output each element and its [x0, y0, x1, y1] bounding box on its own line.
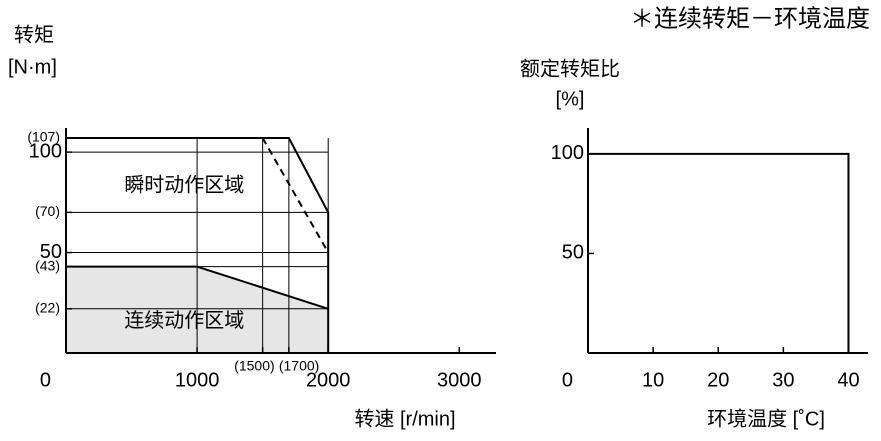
x-tick-label: 3000 [437, 369, 482, 391]
x-tick-label: (1500) [234, 358, 274, 374]
region-label: 连续动作区域 [124, 309, 244, 332]
series-line [261, 137, 330, 254]
x-tick-label: 0 [40, 369, 51, 391]
x-tick-label: (1700) [279, 358, 319, 374]
x-tick-label: 30 [772, 369, 794, 391]
y-tick-label: (70) [35, 203, 60, 219]
y-tick-label: 50 [40, 241, 62, 263]
x-tick-label: 0 [562, 369, 573, 391]
y-axis-label: 转矩 [14, 23, 54, 46]
series-line [588, 152, 850, 353]
y-tick-label: 100 [29, 140, 62, 162]
y-tick-label: (43) [35, 257, 60, 273]
y-tick-label: (22) [35, 300, 60, 316]
x-tick-label: 10 [642, 369, 664, 391]
x-axis-label: 环境温度 [˚C] [707, 407, 825, 430]
x-axis-label: 转速 [r/min] [354, 407, 455, 430]
x-tick-label: 1000 [175, 369, 220, 391]
y-tick-label: (107) [27, 129, 60, 145]
x-tick-label: 20 [707, 369, 729, 391]
y-tick-label: 100 [551, 142, 584, 164]
y-axis-unit: [%] [556, 88, 585, 110]
y-axis-label: 额定转矩比 [520, 57, 620, 80]
series-line [66, 265, 329, 310]
series-line [66, 137, 330, 353]
x-tick-label: 40 [837, 369, 859, 391]
y-axis-unit: [N·m] [8, 56, 57, 78]
y-tick-label: 50 [562, 242, 584, 264]
region-label: 瞬时动作区域 [124, 173, 244, 196]
chart-title: ＊连续转矩－环境温度 [630, 5, 870, 32]
x-tick-label: 2000 [306, 369, 351, 391]
